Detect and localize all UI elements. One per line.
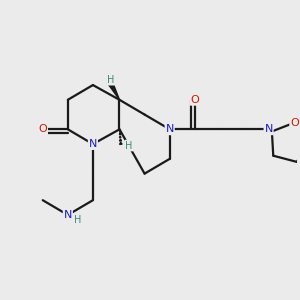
- Text: O: O: [290, 118, 299, 128]
- Polygon shape: [119, 133, 120, 135]
- Text: N: N: [64, 210, 72, 220]
- Text: O: O: [190, 95, 199, 105]
- Polygon shape: [109, 82, 119, 100]
- Polygon shape: [119, 136, 121, 138]
- Polygon shape: [119, 142, 122, 144]
- Text: O: O: [38, 124, 47, 134]
- Text: N: N: [264, 124, 273, 134]
- Text: H: H: [107, 75, 114, 85]
- Polygon shape: [119, 139, 122, 141]
- Text: H: H: [74, 215, 82, 225]
- Polygon shape: [119, 129, 120, 131]
- Text: N: N: [89, 139, 97, 149]
- Text: H: H: [125, 141, 133, 151]
- Text: N: N: [166, 124, 174, 134]
